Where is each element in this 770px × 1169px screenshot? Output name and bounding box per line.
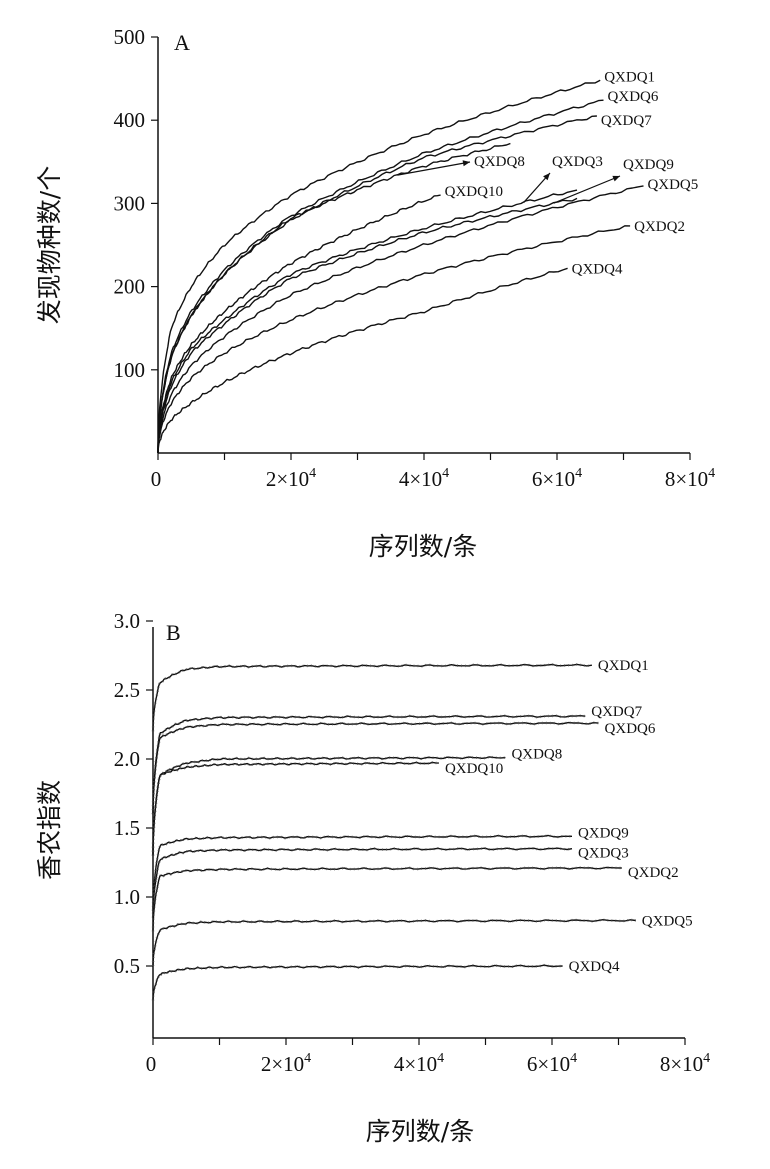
- series-label-qxdq9: QXDQ9: [578, 825, 629, 841]
- series-line-qxdq6: [157, 99, 604, 454]
- arrowhead-icon: [543, 173, 550, 181]
- y-tick-label: 100: [114, 358, 146, 382]
- series-markers-qxdq6: [151, 721, 599, 815]
- series-line-qxdq9: [157, 197, 578, 454]
- series-label-qxdq8: QXDQ8: [511, 747, 562, 763]
- series-label-qxdq4: QXDQ4: [569, 959, 620, 975]
- series-line-qxdq10: [152, 761, 439, 856]
- series-markers-qxdq10: [151, 761, 439, 856]
- series-line-qxdq9: [152, 834, 572, 911]
- series-label-qxdq2: QXDQ2: [628, 865, 679, 881]
- series-label-qxdq6: QXDQ6: [608, 89, 659, 105]
- y-tick-label: 0.5: [114, 954, 140, 978]
- series-line-qxdq5: [157, 185, 644, 454]
- series-markers-qxdq7: [151, 714, 586, 815]
- series-markers-qxdq1: [151, 663, 593, 732]
- series-line-qxdq7: [157, 115, 597, 454]
- series-label-qxdq7: QXDQ7: [601, 113, 652, 129]
- series-label-qxdq10: QXDQ10: [445, 184, 503, 200]
- y-tick-label: 1.0: [114, 885, 140, 909]
- x-tick-label: 2×104: [266, 466, 316, 491]
- series-line-qxdq3: [152, 847, 573, 918]
- panel-b-x-axis-title: 序列数/条: [366, 1117, 474, 1146]
- x-tick-label: 2×104: [261, 1051, 311, 1076]
- y-tick-label: 200: [114, 275, 146, 299]
- series-line-qxdq1: [152, 663, 592, 732]
- y-tick-label: 2.5: [114, 678, 140, 702]
- series-label-qxdq7: QXDQ7: [591, 704, 642, 720]
- series-line-qxdq8: [157, 142, 511, 454]
- series-label-qxdq4: QXDQ4: [572, 261, 623, 277]
- series-line-qxdq4: [157, 267, 568, 454]
- panel-a-x-axis-title: 序列数/条: [369, 532, 477, 561]
- y-tick-label: 1.5: [114, 816, 140, 840]
- series-line-qxdq10: [157, 194, 441, 454]
- series-label-qxdq6: QXDQ6: [605, 721, 656, 737]
- panel-b: B 序列数/条 香农指数 0 2×104 4×104 6×104 8×104 0.5 1.0…: [35, 609, 710, 1146]
- series-label-qxdq3: QXDQ3: [578, 846, 629, 862]
- y-tick-label: 300: [114, 191, 146, 215]
- series-label-qxdq10: QXDQ10: [445, 761, 503, 777]
- x-tick-label: 4×104: [399, 466, 449, 491]
- series-markers-qxdq3: [151, 846, 573, 918]
- x-tick-label: 0: [151, 467, 162, 491]
- series-line-qxdq2: [152, 866, 622, 932]
- series-markers-qxdq4: [151, 963, 563, 1001]
- series-markers-qxdq9: [151, 834, 572, 911]
- series-line-qxdq5: [152, 919, 636, 967]
- series-line-qxdq6: [152, 721, 599, 815]
- panel-a-y-axis-title: 发现物种数/个: [35, 166, 64, 324]
- x-tick-label: 8×104: [660, 1051, 710, 1076]
- series-line-qxdq4: [152, 964, 563, 1001]
- series-label-qxdq1: QXDQ1: [604, 69, 655, 85]
- series-label-qxdq9: QXDQ9: [623, 157, 674, 173]
- series-label-qxdq5: QXDQ5: [642, 913, 693, 929]
- arrowhead-icon: [612, 175, 620, 182]
- panel-a: A 序列数/条 发现物种数/个 0 2×104 4×104 6×104 8×104 100…: [35, 25, 715, 561]
- series-line-qxdq2: [157, 225, 631, 454]
- arrowhead-icon: [462, 160, 470, 167]
- series-label-qxdq1: QXDQ1: [598, 658, 649, 674]
- x-tick-label: 4×104: [394, 1051, 444, 1076]
- label-arrow-qxdq9: [553, 175, 621, 204]
- series-markers-qxdq5: [151, 918, 636, 967]
- series-label-qxdq8: QXDQ8: [474, 154, 525, 170]
- series-label-qxdq3: QXDQ3: [552, 154, 603, 170]
- panel-b-y-axis-title: 香农指数: [35, 780, 64, 880]
- panel-a-label: A: [174, 30, 190, 55]
- series-line-qxdq1: [157, 79, 601, 454]
- x-tick-label: 8×104: [665, 466, 715, 491]
- series-label-qxdq5: QXDQ5: [647, 177, 698, 193]
- label-arrow-qxdq8: [397, 161, 471, 176]
- y-tick-label: 400: [114, 108, 146, 132]
- x-tick-label: 6×104: [532, 466, 582, 491]
- y-tick-label: 2.0: [114, 747, 140, 771]
- y-tick-label: 3.0: [114, 609, 140, 633]
- series-markers-qxdq8: [151, 755, 506, 856]
- series-line-qxdq3: [157, 189, 578, 454]
- series-label-qxdq2: QXDQ2: [634, 219, 685, 235]
- x-tick-label: 6×104: [527, 1051, 577, 1076]
- x-tick-label: 0: [146, 1052, 157, 1076]
- y-tick-label: 500: [114, 25, 146, 49]
- panel-b-label: B: [166, 620, 181, 645]
